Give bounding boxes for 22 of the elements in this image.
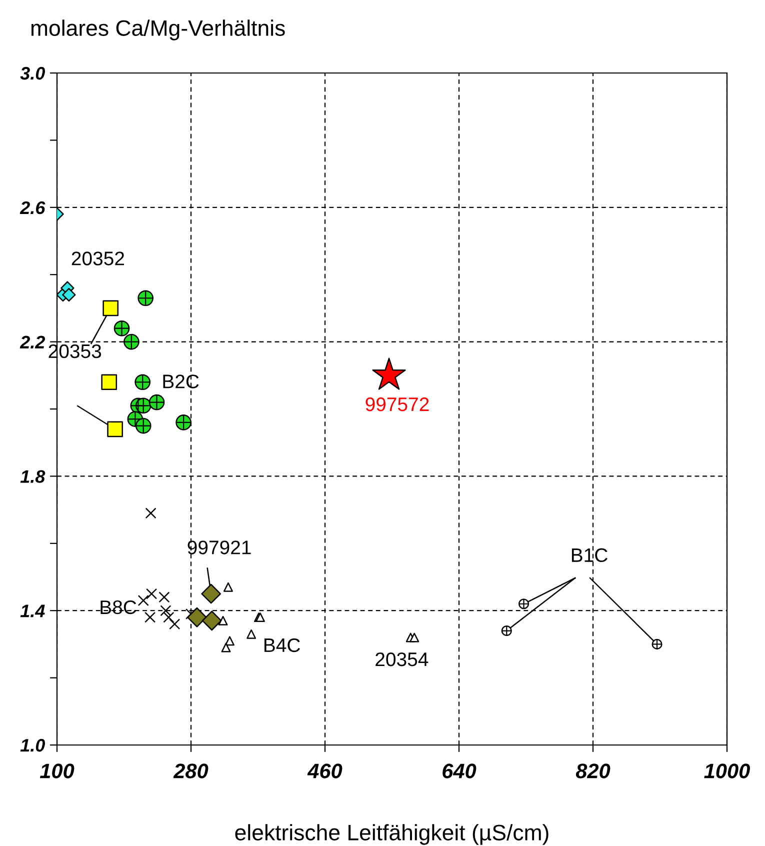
x-tick-label: 460 xyxy=(307,764,342,778)
x-tick-label: 820 xyxy=(576,764,610,778)
y-tick-label: 2.2 xyxy=(20,336,46,348)
text: B1C xyxy=(572,548,608,562)
series-label: 20354 xyxy=(376,652,428,666)
y-tick-label: 2.6 xyxy=(20,201,46,214)
x-tick-label: 1000 xyxy=(704,764,750,778)
y-axis-title: molares Ca/Mg-Verhältnis xyxy=(31,20,285,40)
y-tick-label: 3.0 xyxy=(20,66,46,80)
y-tick-label: 1.4 xyxy=(20,604,45,618)
y-tick-label: 1.8 xyxy=(20,470,46,483)
x-tick-label: 280 xyxy=(173,764,208,778)
series-label: B8C xyxy=(100,600,136,614)
x-tick-label: 100 xyxy=(40,764,74,778)
series-label: 20352 xyxy=(72,252,124,266)
y-tick-label: 1.0 xyxy=(20,738,46,752)
series-label: B4C xyxy=(264,638,300,652)
series-label: 997572 xyxy=(366,397,429,412)
series-label: B2C xyxy=(163,374,199,388)
x-tick-label: 640 xyxy=(442,764,476,778)
x-axis-title: elektrische Leitfähigkeit (µS/cm) xyxy=(235,824,548,845)
series-label: 997921 xyxy=(188,540,251,554)
